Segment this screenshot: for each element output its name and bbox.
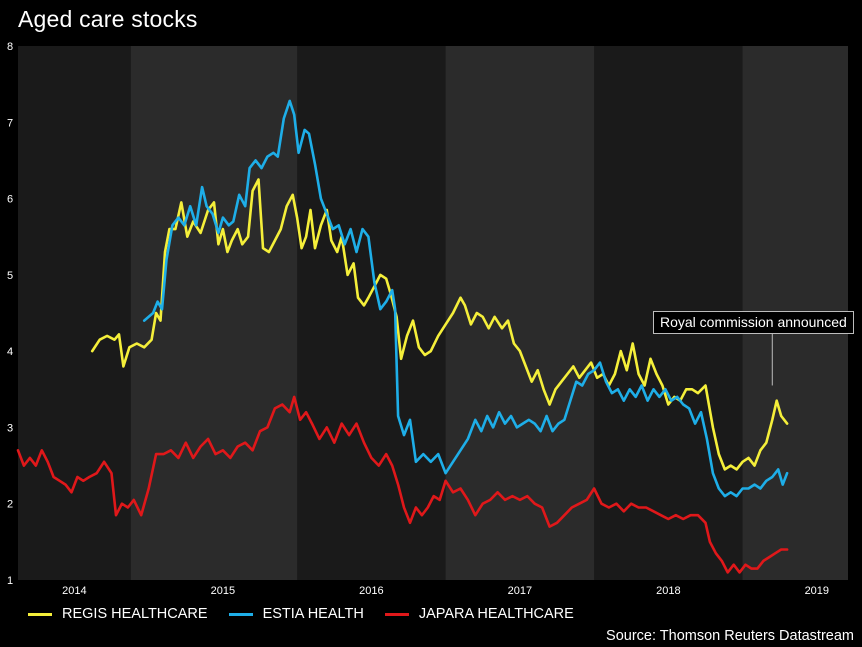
- shaded-period-0: [18, 46, 131, 580]
- y-tick-label: 5: [7, 270, 13, 282]
- legend-item-regis: REGIS HEALTHCARE: [28, 606, 208, 622]
- y-tick-label: 1: [7, 575, 13, 587]
- series-lines: [16, 99, 789, 574]
- y-tick-label: 3: [7, 422, 13, 434]
- legend-item-estia: ESTIA HEALTH: [228, 606, 364, 622]
- y-tick-label: 6: [7, 194, 13, 206]
- series-line-2: [16, 395, 789, 574]
- chart-title: Aged care stocks: [18, 6, 198, 32]
- legend-item-japara: JAPARA HEALTHCARE: [384, 606, 574, 622]
- x-tick-label: 2014: [62, 585, 86, 597]
- y-axis-ticks: 1 2 3 4 5 6 7 8: [7, 41, 13, 587]
- series-line-1: [142, 99, 789, 498]
- legend-label-regis: REGIS HEALTHCARE: [62, 606, 208, 622]
- legend-label-japara: JAPARA HEALTHCARE: [418, 606, 574, 622]
- shaded-periods: [18, 46, 743, 580]
- y-tick-label: 7: [7, 117, 13, 129]
- x-tick-label: 2016: [359, 585, 383, 597]
- legend-swatch-estia: [228, 612, 253, 616]
- x-tick-label: 2019: [805, 585, 829, 597]
- y-tick-label: 4: [7, 346, 13, 358]
- series-line-0: [90, 178, 789, 471]
- shaded-period-1: [297, 46, 446, 580]
- x-axis-ticks: 2014 2015 2016 2017 2018 2019: [62, 585, 829, 597]
- legend: REGIS HEALTHCARE ESTIA HEALTH JAPARA HEA…: [28, 606, 595, 622]
- annotation-royal-commission: Royal commission announced: [653, 311, 854, 334]
- y-tick-label: 8: [7, 41, 13, 53]
- y-tick-label: 2: [7, 499, 13, 511]
- source-note: Source: Thomson Reuters Datastream: [606, 628, 854, 644]
- x-tick-label: 2017: [508, 585, 532, 597]
- x-tick-label: 2015: [211, 585, 235, 597]
- legend-label-estia: ESTIA HEALTH: [262, 606, 364, 622]
- legend-swatch-regis: [28, 612, 52, 616]
- legend-swatch-japara: [384, 612, 409, 616]
- x-tick-label: 2018: [656, 585, 680, 597]
